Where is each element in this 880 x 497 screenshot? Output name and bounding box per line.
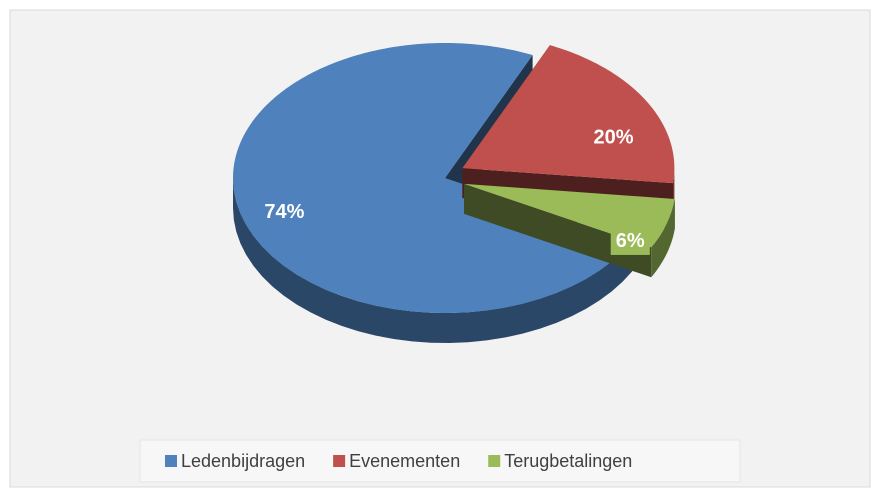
slice-face bbox=[464, 183, 652, 278]
data-label-box bbox=[259, 198, 310, 227]
data-label: 74% bbox=[264, 201, 304, 223]
legend-label: Ledenbijdragen bbox=[181, 451, 305, 471]
legend-label: Terugbetalingen bbox=[504, 451, 632, 471]
data-label: 6% bbox=[616, 230, 645, 252]
legend-swatch bbox=[488, 455, 501, 467]
slice-side bbox=[233, 178, 633, 343]
slice-side bbox=[651, 198, 675, 278]
legend-swatch bbox=[333, 455, 346, 467]
legend-box bbox=[139, 439, 741, 483]
legend-label: Evenementen bbox=[349, 451, 460, 471]
data-label: 20% bbox=[594, 127, 634, 149]
slice bbox=[233, 43, 633, 313]
data-label-box bbox=[588, 123, 639, 152]
legend-swatch bbox=[165, 455, 177, 467]
data-label-box bbox=[610, 226, 650, 255]
